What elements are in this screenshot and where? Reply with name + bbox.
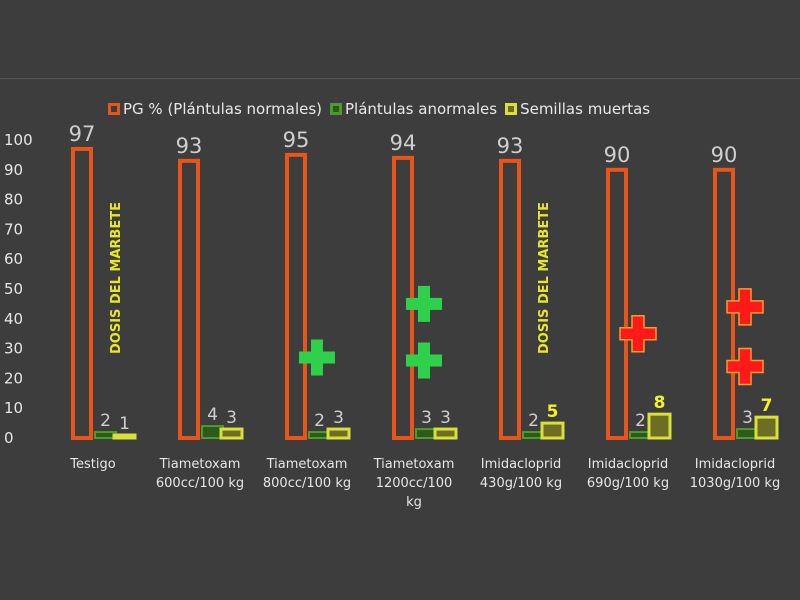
x-category-label: Testigo	[39, 455, 147, 474]
value-label: 2	[528, 411, 539, 431]
y-tick-label: 0	[4, 429, 14, 447]
legend-item-muertas: Semillas muertas	[505, 100, 650, 118]
x-category-label-line: 1200cc/100	[375, 476, 453, 491]
bar-pg	[71, 146, 93, 440]
legend-label-anormales: Plántulas anormales	[345, 100, 498, 118]
y-tick-label: 70	[4, 220, 23, 238]
value-label: 93	[497, 134, 524, 158]
dosis-annotation: DOSIS DEL MARBETE	[537, 202, 552, 354]
x-category-label: Tiametoxam 800cc/100 kg	[253, 455, 361, 493]
y-tick-label: 10	[4, 399, 23, 417]
chart-legend: PG % (Plántulas normales) Plántulas anor…	[108, 98, 650, 120]
value-label: 3	[742, 408, 753, 428]
value-label: 93	[176, 134, 203, 158]
x-category-label-line: Tiametoxam	[266, 457, 348, 472]
value-label: 2	[314, 411, 325, 431]
bar-muertas	[326, 427, 351, 440]
legend-item-anormales: Plántulas anormales	[330, 100, 497, 118]
bar-pg	[606, 167, 628, 441]
bar-muertas	[112, 433, 137, 440]
x-category-label: Imidacloprid 1030g/100 kg	[681, 455, 789, 493]
x-category-label-line: kg	[406, 495, 422, 510]
bar-muertas	[754, 415, 779, 440]
plus-marker-icon	[619, 314, 657, 353]
legend-swatch-muertas	[505, 103, 518, 115]
value-label: 2	[635, 411, 646, 431]
y-tick-label: 100	[4, 131, 33, 149]
x-category-label-line: Imidacloprid	[694, 457, 776, 472]
plus-marker-icon	[726, 288, 764, 326]
legend-swatch-anormales	[330, 103, 343, 115]
y-tick-label: 40	[4, 310, 23, 328]
value-label: 2	[100, 411, 111, 431]
bar-muertas	[219, 427, 244, 440]
bar-muertas	[647, 412, 672, 440]
legend-label-pg: PG % (Plántulas normales)	[123, 100, 323, 118]
value-label: 97	[69, 122, 96, 146]
y-tick-label: 20	[4, 369, 23, 387]
x-category-label: Tiametoxam 600cc/100 kg	[146, 455, 254, 493]
y-tick-label: 90	[4, 161, 23, 179]
value-label: 3	[333, 408, 344, 428]
x-category-label-line: Testigo	[70, 457, 116, 472]
value-label: 8	[654, 393, 666, 413]
value-label: 90	[604, 143, 631, 167]
plus-marker-icon	[726, 347, 764, 386]
value-label: 1	[119, 414, 130, 434]
y-tick-label: 50	[4, 280, 23, 298]
x-category-label-line: Imidacloprid	[480, 457, 562, 472]
x-category-label-line: Imidacloprid	[587, 457, 669, 472]
value-label: 90	[711, 143, 738, 167]
bar-pg	[178, 158, 200, 441]
bar-muertas	[540, 421, 565, 440]
legend-swatch-pg	[108, 103, 120, 115]
value-label: 5	[547, 402, 559, 422]
x-category-label-line: 600cc/100 kg	[155, 476, 245, 491]
bar-pg	[499, 158, 521, 441]
value-label: 95	[283, 128, 310, 152]
x-category-label: Imidacloprid 430g/100 kg	[467, 455, 575, 493]
value-label: 7	[761, 396, 773, 416]
x-category-label-line: 1030g/100 kg	[689, 476, 781, 491]
legend-item-pg: PG % (Plántulas normales)	[108, 100, 322, 118]
plus-marker-icon	[299, 339, 335, 376]
plus-marker-icon	[406, 342, 442, 379]
x-category-label: Imidacloprid 690g/100 kg	[574, 455, 682, 493]
y-tick-label: 80	[4, 191, 23, 209]
x-category-label-line: 430g/100 kg	[479, 476, 563, 491]
y-tick-label: 60	[4, 250, 23, 268]
plus-marker-icon	[406, 285, 442, 322]
x-category-label-line: 690g/100 kg	[586, 476, 670, 491]
x-category-label-line: 800cc/100 kg	[262, 476, 352, 491]
value-label: 3	[421, 408, 432, 428]
value-label: 94	[390, 131, 417, 155]
top-divider	[0, 78, 800, 79]
x-category-label: Tiametoxam 1200cc/100 kg	[360, 455, 468, 512]
value-label: 3	[440, 408, 451, 428]
x-category-label-line: Tiametoxam	[373, 457, 455, 472]
x-category-label-line: Tiametoxam	[159, 457, 241, 472]
value-label: 3	[226, 408, 237, 428]
bar-muertas	[433, 427, 458, 440]
y-tick-label: 30	[4, 340, 23, 358]
value-label: 4	[207, 405, 218, 425]
dosis-annotation: DOSIS DEL MARBETE	[109, 202, 124, 354]
legend-label-muertas: Semillas muertas	[520, 100, 651, 118]
bar-pg	[285, 152, 307, 440]
